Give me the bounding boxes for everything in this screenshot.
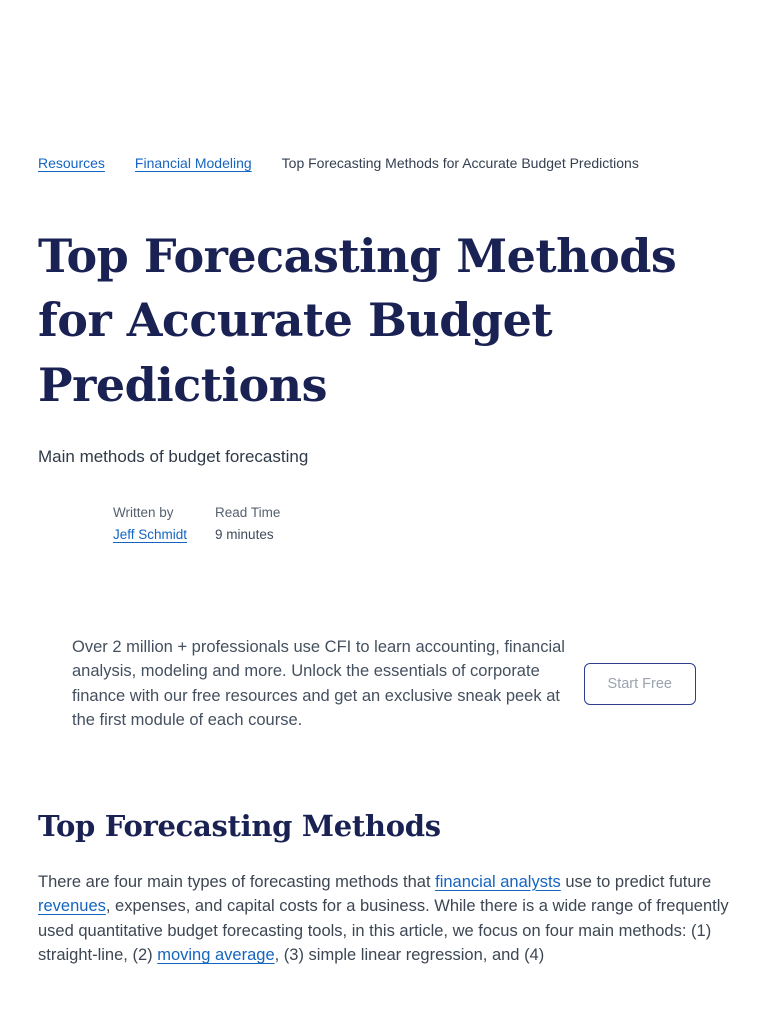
cta-banner: Over 2 million + professionals use CFI t… (72, 635, 730, 733)
breadcrumb: Resources Financial Modeling Top Forecas… (38, 155, 730, 172)
article-byline: Written by Jeff Schmidt Read Time 9 minu… (113, 505, 730, 543)
read-time-label: Read Time (215, 504, 281, 520)
paragraph-text: , expenses, and capital costs for a busi… (38, 897, 729, 965)
breadcrumb-current-page: Top Forecasting Methods for Accurate Bud… (281, 155, 639, 171)
written-by-column: Written by Jeff Schmidt (113, 505, 187, 543)
link-revenues[interactable]: revenues (38, 897, 106, 916)
written-by-label: Written by (113, 504, 174, 520)
read-time-value: 9 minutes (215, 526, 274, 542)
paragraph-text: use to predict future (560, 872, 712, 891)
breadcrumb-resources[interactable]: Resources (38, 155, 105, 171)
start-free-button[interactable]: Start Free (583, 662, 696, 705)
cta-text: Over 2 million + professionals use CFI t… (72, 637, 565, 730)
section-heading: Top Forecasting Methods (38, 808, 441, 843)
paragraph-text: There are four main types of forecasting… (38, 872, 436, 891)
link-moving-average[interactable]: moving average (157, 946, 275, 965)
intro-paragraph: There are four main types of forecasting… (38, 870, 730, 968)
article-subtitle: Main methods of budget forecasting (38, 447, 309, 467)
breadcrumb-financial-modeling[interactable]: Financial Modeling (134, 155, 252, 171)
page-title: Top Forecasting Methods for Accurate Bud… (38, 229, 677, 412)
link-financial-analysts[interactable]: financial analysts (435, 872, 561, 891)
author-link[interactable]: Jeff Schmidt (113, 526, 188, 542)
paragraph-text: , (3) simple linear regression, and (4) (274, 946, 545, 965)
read-time-column: Read Time 9 minutes (215, 505, 280, 543)
